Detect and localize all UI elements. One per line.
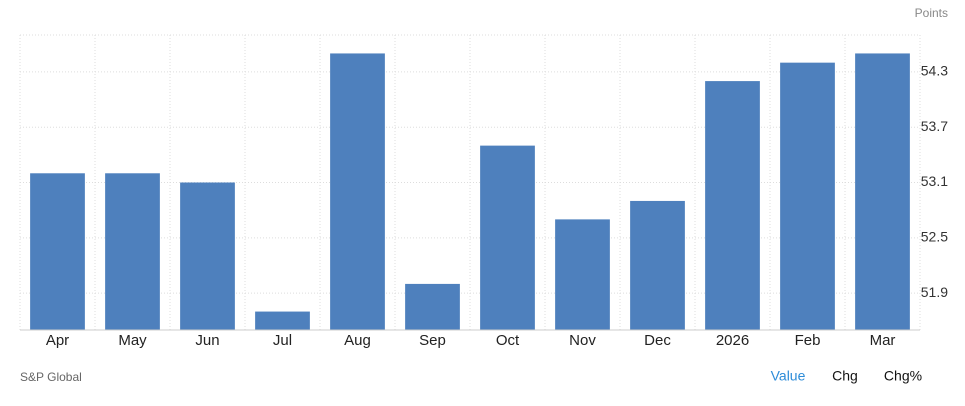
bar: [780, 62, 835, 330]
bar: [255, 311, 310, 330]
x-tick-label: Jun: [195, 332, 219, 349]
y-tick-label: 51.9: [921, 284, 948, 300]
x-tick-label: Sep: [419, 332, 446, 349]
bar: [405, 283, 460, 330]
x-tick-label: Nov: [569, 332, 596, 349]
x-tick-label: Apr: [46, 332, 69, 349]
bar: [480, 145, 535, 330]
bar: [105, 173, 160, 330]
tab-chg-pct[interactable]: Chg%: [884, 368, 922, 384]
x-tick-label: Dec: [644, 332, 671, 349]
x-tick-label: Feb: [795, 332, 821, 349]
x-tick-label: Jul: [273, 332, 292, 349]
bar: [630, 200, 685, 330]
y-tick-label: 53.1: [921, 173, 948, 189]
bar: [555, 219, 610, 330]
tab-chg[interactable]: Chg: [832, 368, 858, 384]
x-tick-label: May: [118, 332, 147, 349]
y-tick-label: 53.7: [921, 118, 948, 134]
bar: [30, 173, 85, 330]
bar: [330, 53, 385, 330]
source: S&P Global: [20, 370, 82, 384]
tab-value[interactable]: Value: [771, 368, 806, 384]
x-tick-label: Mar: [870, 332, 896, 349]
bar: [705, 81, 760, 330]
x-tick-label: 2026: [716, 332, 749, 349]
y-tick-label: 52.5: [921, 229, 948, 245]
x-tick-label: Oct: [496, 332, 520, 349]
bar: [180, 182, 235, 330]
y-tick-label: 54.3: [921, 63, 948, 79]
x-tick-label: Aug: [344, 332, 371, 349]
bar: [855, 53, 910, 330]
y-unit: Points: [915, 6, 948, 20]
